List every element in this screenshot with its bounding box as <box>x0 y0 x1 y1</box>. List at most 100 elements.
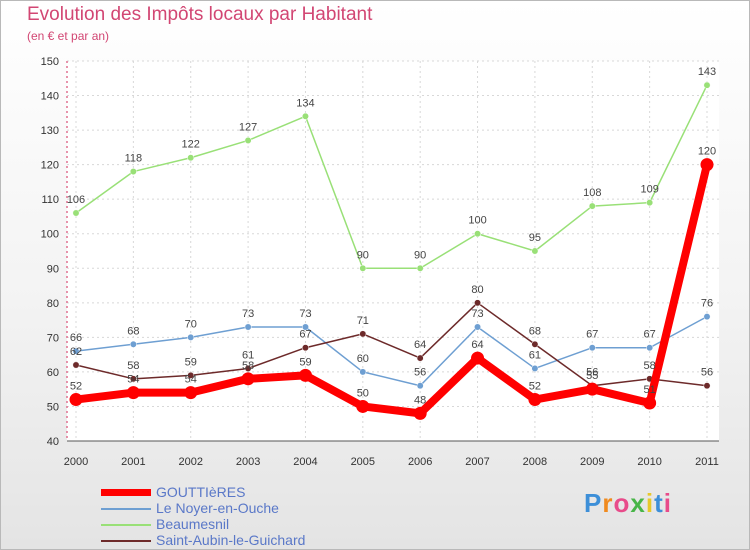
x-tick-label: 2003 <box>236 456 260 468</box>
data-label-beaumesnil: 143 <box>698 66 716 78</box>
data-label-gouttieres: 51 <box>644 384 656 396</box>
data-point-le-noyer-en-ouche <box>588 344 596 352</box>
data-point-le-noyer-en-ouche <box>359 368 367 376</box>
plot-area <box>67 61 719 441</box>
logo-letter: t <box>654 488 664 518</box>
x-tick-label: 2011 <box>695 456 719 468</box>
data-point-gouttieres <box>528 393 542 407</box>
data-label-saint-aubin-le-guichard: 56 <box>701 367 713 379</box>
data-label-saint-aubin-le-guichard: 68 <box>529 325 541 337</box>
data-label-saint-aubin-le-guichard: 61 <box>242 349 254 361</box>
data-point-le-noyer-en-ouche <box>302 323 309 331</box>
data-point-le-noyer-en-ouche <box>531 365 539 372</box>
data-label-le-noyer-en-ouche: 56 <box>414 367 426 379</box>
series-line-gouttieres <box>72 160 711 418</box>
legend-label-gouttieres: GOUTTIèRES <box>156 484 246 500</box>
data-point-beaumesnil <box>187 154 195 162</box>
data-point-saint-aubin-le-guichard <box>302 344 309 352</box>
data-point-beaumesnil <box>72 209 80 217</box>
data-point-le-noyer-en-ouche <box>703 313 711 321</box>
legend-swatch-le-noyer-en-ouche <box>101 508 151 510</box>
logo-letter: i <box>645 488 655 518</box>
data-point-gouttieres <box>69 393 83 407</box>
data-label-le-noyer-en-ouche: 60 <box>357 353 369 365</box>
data-label-saint-aubin-le-guichard: 58 <box>644 360 656 372</box>
data-point-beaumesnil <box>646 199 654 207</box>
y-tick-label: 110 <box>41 194 59 206</box>
data-label-saint-aubin-le-guichard: 80 <box>471 284 483 296</box>
x-tick-label: 2002 <box>178 456 202 468</box>
data-label-gouttieres: 48 <box>414 394 426 406</box>
data-point-beaumesnil <box>703 81 711 89</box>
legend-label-beaumesnil: Beaumesnil <box>156 516 230 532</box>
y-tick-label: 80 <box>47 298 59 310</box>
data-label-saint-aubin-le-guichard: 71 <box>357 315 369 327</box>
series-line-saint-aubin-le-guichard <box>75 302 708 387</box>
legend-swatch-gouttieres <box>101 489 151 496</box>
data-point-saint-aubin-le-guichard <box>72 361 80 369</box>
x-tick-label: 2006 <box>408 456 432 468</box>
data-label-le-noyer-en-ouche: 73 <box>299 308 311 320</box>
data-point-beaumesnil <box>302 112 309 120</box>
data-label-beaumesnil: 100 <box>468 215 486 227</box>
legend-swatch-beaumesnil <box>101 524 151 526</box>
y-tick-label: 50 <box>47 401 59 413</box>
data-point-le-noyer-en-ouche <box>72 347 80 355</box>
proxiti-logo: Proxiti <box>584 488 672 519</box>
x-tick-label: 2010 <box>637 456 661 468</box>
data-point-le-noyer-en-ouche <box>474 323 481 331</box>
data-label-beaumesnil: 127 <box>239 121 257 133</box>
data-label-saint-aubin-le-guichard: 59 <box>185 356 197 368</box>
data-point-saint-aubin-le-guichard <box>129 375 137 383</box>
data-point-saint-aubin-le-guichard <box>531 340 539 348</box>
data-point-le-noyer-en-ouche <box>187 333 195 341</box>
data-point-gouttieres <box>356 399 370 413</box>
logo-letter: x <box>630 488 646 518</box>
data-point-saint-aubin-le-guichard <box>187 371 195 379</box>
legend-item-le-noyer-en-ouche: Le Noyer-en-Ouche <box>101 500 381 517</box>
data-point-beaumesnil <box>588 202 596 210</box>
series-line-le-noyer-en-ouche <box>75 315 708 387</box>
data-label-le-noyer-en-ouche: 68 <box>127 325 139 337</box>
data-label-le-noyer-en-ouche: 70 <box>185 318 197 330</box>
data-label-beaumesnil: 118 <box>125 153 143 165</box>
data-point-saint-aubin-le-guichard <box>359 330 367 338</box>
y-tick-label: 130 <box>41 125 59 137</box>
data-label-gouttieres: 120 <box>698 146 716 158</box>
data-point-beaumesnil <box>416 264 424 272</box>
y-tick-label: 150 <box>41 56 59 68</box>
data-label-saint-aubin-le-guichard: 58 <box>127 360 139 372</box>
legend-swatch-saint-aubin-le-guichard <box>101 540 151 542</box>
data-label-le-noyer-en-ouche: 67 <box>644 329 656 341</box>
legend-label-le-noyer-en-ouche: Le Noyer-en-Ouche <box>156 500 279 516</box>
data-label-beaumesnil: 134 <box>296 97 314 109</box>
y-tick-label: 90 <box>47 263 59 275</box>
data-point-gouttieres <box>585 382 599 396</box>
y-tick-label: 40 <box>47 436 59 448</box>
data-point-gouttieres <box>241 372 255 386</box>
data-point-saint-aubin-le-guichard <box>474 299 481 307</box>
data-point-beaumesnil <box>359 264 367 272</box>
data-label-gouttieres: 55 <box>586 370 598 382</box>
logo-letter: r <box>602 488 614 518</box>
data-label-saint-aubin-le-guichard: 56 <box>586 367 598 379</box>
chart-title: Evolution des Impôts locaux par Habitant <box>27 4 373 25</box>
data-point-gouttieres <box>298 368 312 382</box>
series-line-beaumesnil <box>75 84 708 270</box>
logo-letter: i <box>663 488 672 518</box>
data-label-saint-aubin-le-guichard: 67 <box>299 329 311 341</box>
data-label-le-noyer-en-ouche: 73 <box>471 308 483 320</box>
data-label-beaumesnil: 95 <box>529 232 541 244</box>
data-label-gouttieres: 54 <box>127 374 139 386</box>
data-point-saint-aubin-le-guichard <box>703 382 711 390</box>
x-tick-label: 2005 <box>351 456 375 468</box>
data-label-le-noyer-en-ouche: 66 <box>70 332 82 344</box>
x-tick-label: 2009 <box>580 456 604 468</box>
y-tick-label: 70 <box>47 332 59 344</box>
data-point-gouttieres <box>700 158 714 172</box>
data-label-beaumesnil: 122 <box>182 139 200 151</box>
data-point-saint-aubin-le-guichard <box>416 354 424 362</box>
x-tick-label: 2007 <box>465 456 489 468</box>
data-point-saint-aubin-le-guichard <box>244 365 252 372</box>
